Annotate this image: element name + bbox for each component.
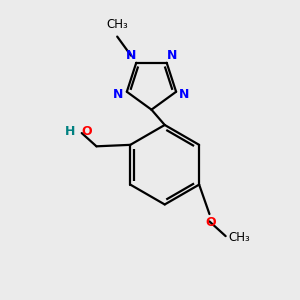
- Text: N: N: [126, 49, 136, 62]
- Text: CH₃: CH₃: [228, 231, 250, 244]
- Text: O: O: [82, 125, 92, 138]
- Text: N: N: [167, 49, 177, 62]
- Text: H: H: [65, 125, 75, 138]
- Text: N: N: [113, 88, 124, 101]
- Text: N: N: [179, 88, 190, 101]
- Text: CH₃: CH₃: [106, 18, 128, 31]
- Text: O: O: [206, 215, 216, 229]
